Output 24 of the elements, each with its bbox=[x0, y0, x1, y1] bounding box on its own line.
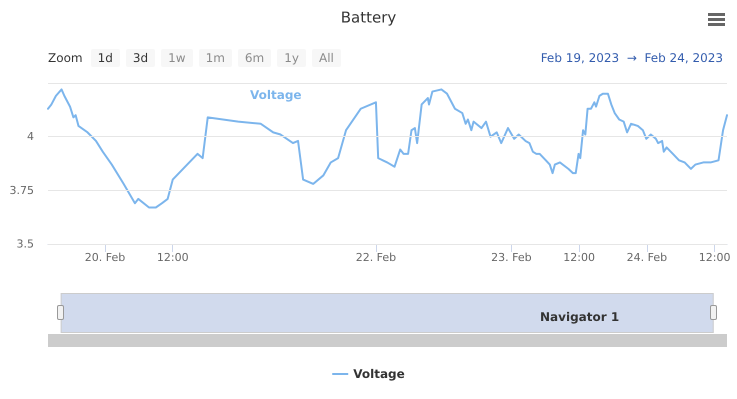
x-tick-label: 20. Feb bbox=[84, 251, 126, 264]
text: Navigator 1 bbox=[540, 310, 620, 324]
chart-title: Battery bbox=[340, 8, 396, 26]
x-tick-label: 24. Feb bbox=[626, 251, 668, 264]
y-tick-label: 4 bbox=[27, 130, 34, 144]
line-series bbox=[47, 88, 728, 209]
x-tick-label: 22. Feb bbox=[356, 251, 396, 264]
text: Zoom bbox=[48, 51, 83, 65]
text: 1y bbox=[277, 49, 306, 67]
text: 6m bbox=[238, 49, 272, 67]
text: 1m bbox=[198, 49, 232, 67]
legend-label: Voltage bbox=[353, 367, 405, 381]
text: All bbox=[312, 49, 341, 67]
text: 1w bbox=[161, 49, 193, 67]
text: Feb 19, 2023 → Feb 24, 2023 bbox=[540, 51, 723, 65]
x-tick-label: 12:00 bbox=[698, 251, 730, 264]
text: Voltage bbox=[250, 88, 302, 102]
y-tick-label: 3.75 bbox=[10, 184, 34, 197]
text: 1d bbox=[90, 49, 120, 67]
text: 3d bbox=[126, 49, 156, 67]
x-tick-label: 23. Feb bbox=[491, 251, 532, 264]
x-tick-label: 12:00 bbox=[156, 251, 189, 264]
y-tick-label: 3.5 bbox=[16, 238, 34, 250]
x-tick-label: 12:00 bbox=[563, 251, 595, 264]
